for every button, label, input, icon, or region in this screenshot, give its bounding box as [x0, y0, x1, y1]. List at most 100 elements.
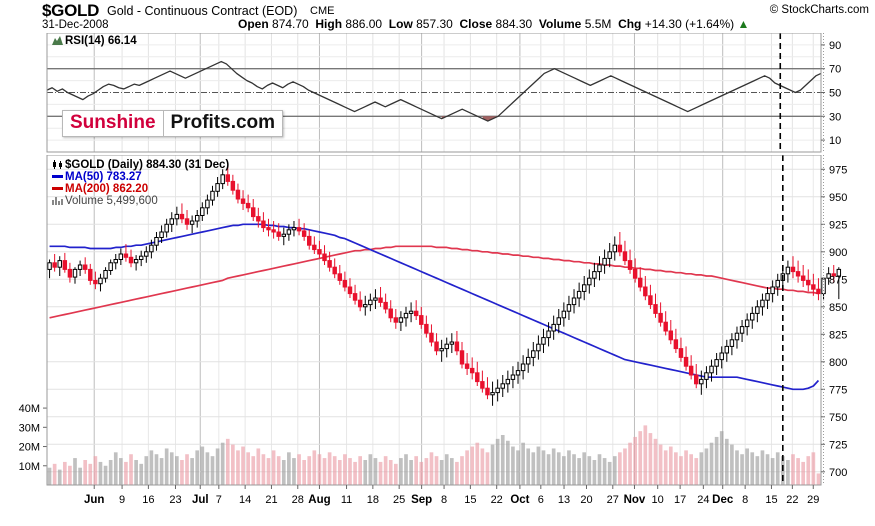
candle-body [327, 260, 332, 268]
volume-bar [358, 456, 362, 485]
volume-bar [674, 452, 678, 485]
volume-bar [495, 438, 500, 485]
candle-body [307, 235, 312, 246]
quote-bar: Open 874.70 High 886.00 Low 857.30 Close… [238, 17, 749, 31]
price-legend-title-row: $GOLD (Daily) 884.30 (31 Dec) [52, 159, 230, 172]
volume-bar [332, 456, 337, 485]
volume-bar [287, 452, 291, 485]
volume-bar [129, 454, 133, 485]
price-axis-label: 975 [829, 164, 847, 176]
candle-body [750, 312, 755, 321]
volume-bar [190, 458, 194, 485]
volume-bar [57, 469, 62, 485]
volume-bar [689, 454, 693, 485]
candle-body [251, 207, 256, 218]
exchange-label: CME [310, 5, 335, 17]
close-label: Close [459, 17, 493, 31]
candle-body [77, 264, 83, 270]
volume-bar [663, 450, 668, 485]
candle-body [184, 218, 190, 225]
x-axis-label: 15 [464, 494, 476, 506]
volume-bar [490, 444, 495, 485]
candle-body [531, 350, 536, 358]
candle-body [755, 306, 760, 314]
volume-bar [740, 454, 744, 485]
volume-bar [169, 452, 174, 485]
candle-body [429, 332, 434, 343]
candle-body [775, 279, 780, 288]
candle-body [464, 363, 470, 369]
x-axis-label: Jun [84, 494, 104, 506]
candle-body [581, 284, 587, 292]
candle-body [317, 249, 322, 255]
candle-body [714, 359, 719, 367]
chg-up-arrow-icon: ▲ [737, 17, 750, 31]
candle-body [118, 253, 124, 260]
candle-body [57, 260, 62, 268]
candle-body [806, 279, 811, 286]
candle-body [536, 343, 541, 352]
candle-body [469, 367, 475, 374]
volume-bar [526, 448, 531, 485]
volume-bar [103, 465, 108, 485]
x-axis-label: Dec [712, 494, 734, 506]
volume-bar [62, 461, 67, 485]
candle-body [744, 319, 750, 328]
price-axis-label: 775 [829, 384, 847, 396]
volume-bar [444, 454, 449, 485]
volume-bar [368, 454, 373, 485]
volume-bar [149, 450, 154, 485]
volume-bar [714, 436, 719, 485]
candle-body [240, 198, 246, 204]
candle-body [719, 352, 724, 361]
candle-body [123, 253, 129, 258]
rsi-plot: 90 70 50 30 10 [46, 33, 841, 153]
volume-bar [699, 452, 704, 485]
candle-body [342, 279, 348, 288]
watermark-left: Sunshine [63, 111, 164, 136]
candle-body [220, 174, 225, 185]
volume-label: Volume [538, 17, 582, 31]
price-legend-title: $GOLD (Daily) 884.30 (31 Dec) [65, 159, 230, 171]
candle-body [388, 308, 393, 319]
rsi-axis-label: 10 [829, 135, 841, 147]
volume-bar [735, 450, 739, 485]
volume-bar [745, 448, 749, 485]
candle-body [352, 293, 358, 301]
x-axis-label: 8 [742, 494, 748, 506]
x-axis-label: 9 [119, 494, 125, 506]
x-axis-label: 22 [491, 494, 503, 506]
volume-bar [460, 456, 464, 485]
volume-bar [292, 458, 296, 485]
volume-bar [220, 442, 225, 485]
candle-body [128, 256, 134, 264]
rsi-panel: 90 70 50 30 10 [0, 33, 875, 155]
candle-body [556, 317, 561, 325]
candle-body [566, 304, 572, 312]
candle-body [490, 392, 495, 396]
candle-body [765, 293, 770, 301]
candle-body [312, 244, 317, 251]
volume-bar [52, 463, 57, 485]
price-axis-label: 875 [829, 274, 847, 286]
close-value: 884.30 [495, 17, 533, 31]
candle-body [281, 233, 287, 237]
volume-bar [760, 450, 765, 485]
candle-body [159, 231, 164, 238]
volume-bar [587, 456, 592, 485]
volume-bar [684, 450, 688, 485]
candle-body [785, 266, 791, 275]
candle-body [643, 286, 648, 297]
candle-body [541, 337, 546, 345]
volume-bar [98, 461, 103, 485]
price-legend: $GOLD (Daily) 884.30 (31 Dec) MA(50) 783… [52, 159, 230, 208]
candle-body [225, 174, 230, 182]
x-axis-label: 11 [341, 494, 352, 506]
candle-body [709, 365, 714, 374]
candle-body [322, 253, 327, 262]
ma200-legend-row: MA(200) 862.20 [52, 183, 229, 196]
candle-body [215, 183, 220, 192]
volume-bar [144, 456, 149, 485]
candle-body [98, 277, 103, 285]
candle-body [587, 277, 592, 286]
